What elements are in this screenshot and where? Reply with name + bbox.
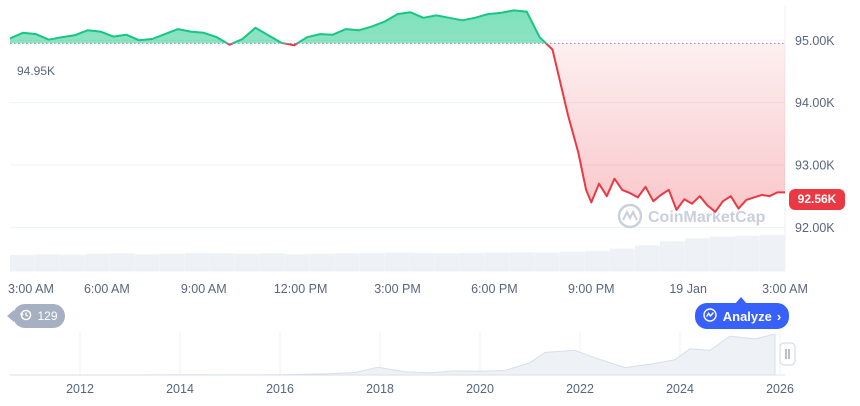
y-axis: 95.00K 94.00K 93.00K 92.00K	[795, 34, 835, 235]
x-tick-label: 19 Jan	[669, 282, 707, 296]
coinmarketcap-logo	[617, 203, 643, 229]
volume-bar	[635, 245, 660, 271]
x-axis: 3:00 AM 6:00 AM 9:00 AM 12:00 PM 3:00 PM 6:00…	[8, 282, 808, 296]
navigator-tick-label: 2022	[566, 382, 594, 396]
volume-bar	[735, 235, 760, 271]
navigator-tick-label: 2016	[266, 382, 294, 396]
x-tick-label: 3:00 PM	[374, 282, 421, 296]
navigator-tick-label: 2024	[666, 382, 694, 396]
price-series	[9, 9, 785, 213]
volume-bar	[610, 248, 635, 271]
volume-bar	[435, 253, 460, 271]
chevron-right-icon: ›	[776, 308, 782, 324]
x-tick-label: 6:00 PM	[471, 282, 518, 296]
navigator-tick-label: 2018	[366, 382, 394, 396]
x-tick-label: 3:00 AM	[762, 282, 808, 296]
volume-bar	[460, 253, 485, 271]
analyze-icon	[703, 307, 717, 325]
volume-bar	[310, 253, 335, 271]
volume-bar	[535, 252, 560, 271]
reference-price-badge: 94.95K	[8, 61, 64, 81]
history-count-badge[interactable]: 129	[13, 304, 65, 328]
series-line-up	[9, 9, 548, 44]
navigator-tick-label: 2014	[166, 382, 194, 396]
volume-bar	[660, 241, 685, 271]
area-fill-down	[227, 43, 785, 212]
history-badge-pointer	[7, 310, 14, 322]
navigator-tick-label: 2020	[466, 382, 494, 396]
y-tick-label: 94.00K	[795, 96, 835, 110]
y-tick-label: 93.00K	[795, 159, 835, 173]
volume-bar	[685, 238, 710, 271]
volume-bar	[410, 253, 435, 271]
current-price-badge: 92.56K	[789, 189, 845, 210]
volume-bars	[10, 235, 785, 271]
volume-bar	[10, 255, 35, 271]
volume-bar	[60, 254, 85, 271]
area-fill-up	[10, 10, 785, 44]
volume-bar	[710, 236, 735, 271]
navigator-tick-label: 2026	[766, 382, 794, 396]
x-tick-label: 6:00 AM	[84, 282, 130, 296]
analyze-label: Analyze	[722, 308, 772, 324]
volume-bar	[510, 252, 535, 271]
volume-bar	[135, 254, 160, 271]
volume-bar	[360, 253, 385, 271]
volume-bar	[210, 253, 235, 271]
watermark: CoinMarketCap	[617, 203, 766, 229]
volume-bar	[485, 252, 510, 271]
volume-bar	[260, 253, 285, 271]
navigator-handle[interactable]	[779, 342, 796, 366]
volume-bar	[560, 251, 585, 271]
x-tick-label: 12:00 PM	[274, 282, 328, 296]
volume-bar	[185, 253, 210, 271]
history-icon	[20, 309, 32, 324]
volume-bar	[760, 235, 785, 271]
volume-bar	[235, 253, 260, 271]
volume-bar	[85, 253, 110, 271]
volume-bar	[385, 252, 410, 271]
x-tick-label: 9:00 PM	[568, 282, 615, 296]
y-tick-label: 92.00K	[795, 221, 835, 235]
analyze-button-pointer	[735, 297, 747, 304]
x-tick-label: 9:00 AM	[181, 282, 227, 296]
series-line-down	[225, 43, 785, 213]
volume-bar	[160, 253, 185, 271]
volume-bar	[585, 251, 610, 271]
x-tick-label: 3:00 AM	[8, 282, 54, 296]
volume-bar	[110, 253, 135, 271]
navigator-tick-label: 2012	[66, 382, 94, 396]
volume-bar	[35, 254, 60, 271]
history-navigator[interactable]	[10, 332, 785, 376]
navigator-axis: 2012 2014 2016 2018 2020 2022 2024 2026	[66, 382, 794, 396]
y-tick-label: 95.00K	[795, 34, 835, 48]
watermark-text: CoinMarketCap	[648, 209, 766, 226]
history-count: 129	[37, 309, 58, 323]
volume-bar	[285, 254, 310, 271]
volume-bar	[335, 253, 360, 271]
analyze-button[interactable]: Analyze ›	[695, 303, 789, 329]
navigator-area	[10, 333, 776, 376]
